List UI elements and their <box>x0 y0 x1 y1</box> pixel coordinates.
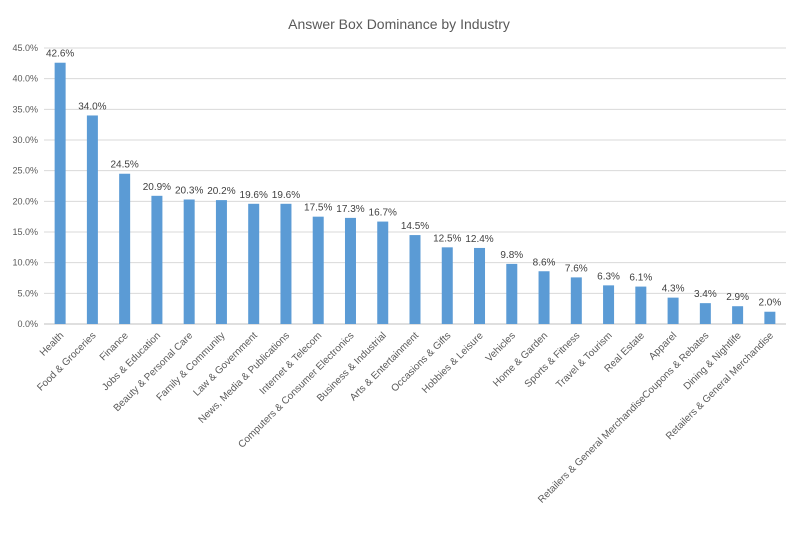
bar <box>54 62 66 324</box>
data-label: 12.4% <box>465 234 493 245</box>
bar <box>474 247 486 324</box>
x-tick-label: Occasions & Gifts <box>389 330 453 394</box>
bar <box>603 285 615 324</box>
x-tick-label: Dining & Nightlife <box>682 330 744 392</box>
y-tick-label: 25.0% <box>12 166 38 176</box>
y-tick-label: 10.0% <box>12 258 38 268</box>
bar <box>377 221 389 324</box>
bar <box>538 271 550 324</box>
bar <box>86 115 98 324</box>
bar <box>344 217 356 324</box>
data-label: 6.3% <box>597 271 620 282</box>
data-label: 4.3% <box>662 284 685 295</box>
bar <box>280 203 292 324</box>
data-label: 20.9% <box>143 182 171 193</box>
data-label: 8.6% <box>533 257 556 268</box>
data-label: 34.0% <box>78 101 106 112</box>
y-tick-label: 40.0% <box>12 74 38 84</box>
x-tick-label: Hobbies & Leisure <box>420 330 486 396</box>
x-tick-label: Sports & Fitness <box>523 330 583 390</box>
bar <box>667 297 679 324</box>
bar <box>699 303 711 324</box>
data-label: 42.6% <box>46 49 74 60</box>
y-tick-label: 45.0% <box>12 43 38 53</box>
bar <box>151 195 163 324</box>
y-tick-label: 5.0% <box>17 288 38 298</box>
x-tick-label: Apparel <box>647 330 679 362</box>
bar <box>409 235 421 324</box>
bar <box>570 277 582 324</box>
y-tick-label: 35.0% <box>12 104 38 114</box>
data-label: 14.5% <box>401 221 429 232</box>
data-label: 12.5% <box>433 233 461 244</box>
data-label: 19.6% <box>272 190 300 201</box>
y-tick-label: 20.0% <box>12 196 38 206</box>
y-tick-label: 15.0% <box>12 227 38 237</box>
y-tick-label: 0.0% <box>17 319 38 329</box>
data-label: 3.4% <box>694 289 717 300</box>
bar <box>441 247 453 324</box>
bar <box>119 173 131 324</box>
x-tick-label: Jobs & Education <box>100 330 163 393</box>
x-tick-label: Computers & Consumer Electronics <box>236 330 356 450</box>
data-label: 7.6% <box>565 263 588 274</box>
data-label: 9.8% <box>500 250 523 261</box>
bar <box>248 203 260 324</box>
data-label: 19.6% <box>240 190 268 201</box>
bar <box>312 216 324 324</box>
data-label: 24.5% <box>110 160 138 171</box>
data-label: 20.3% <box>175 185 203 196</box>
data-label: 16.7% <box>369 208 397 219</box>
bar <box>506 263 518 324</box>
bar <box>183 199 195 324</box>
bar <box>732 306 744 324</box>
x-tick-label: Health <box>38 330 66 358</box>
bar <box>215 200 227 324</box>
data-label: 17.5% <box>304 203 332 214</box>
data-label: 6.1% <box>629 273 652 284</box>
bar <box>635 286 647 324</box>
x-tick-label: Food & Groceries <box>35 330 98 393</box>
bar <box>764 311 776 324</box>
data-label: 17.3% <box>336 204 364 215</box>
chart-title: Answer Box Dominance by Industry <box>288 16 510 32</box>
y-tick-label: 30.0% <box>12 135 38 145</box>
x-tick-label: Travel & Tourism <box>554 330 614 390</box>
data-label: 20.2% <box>207 186 235 197</box>
data-label: 2.0% <box>758 298 781 309</box>
data-label: 2.9% <box>726 292 749 303</box>
